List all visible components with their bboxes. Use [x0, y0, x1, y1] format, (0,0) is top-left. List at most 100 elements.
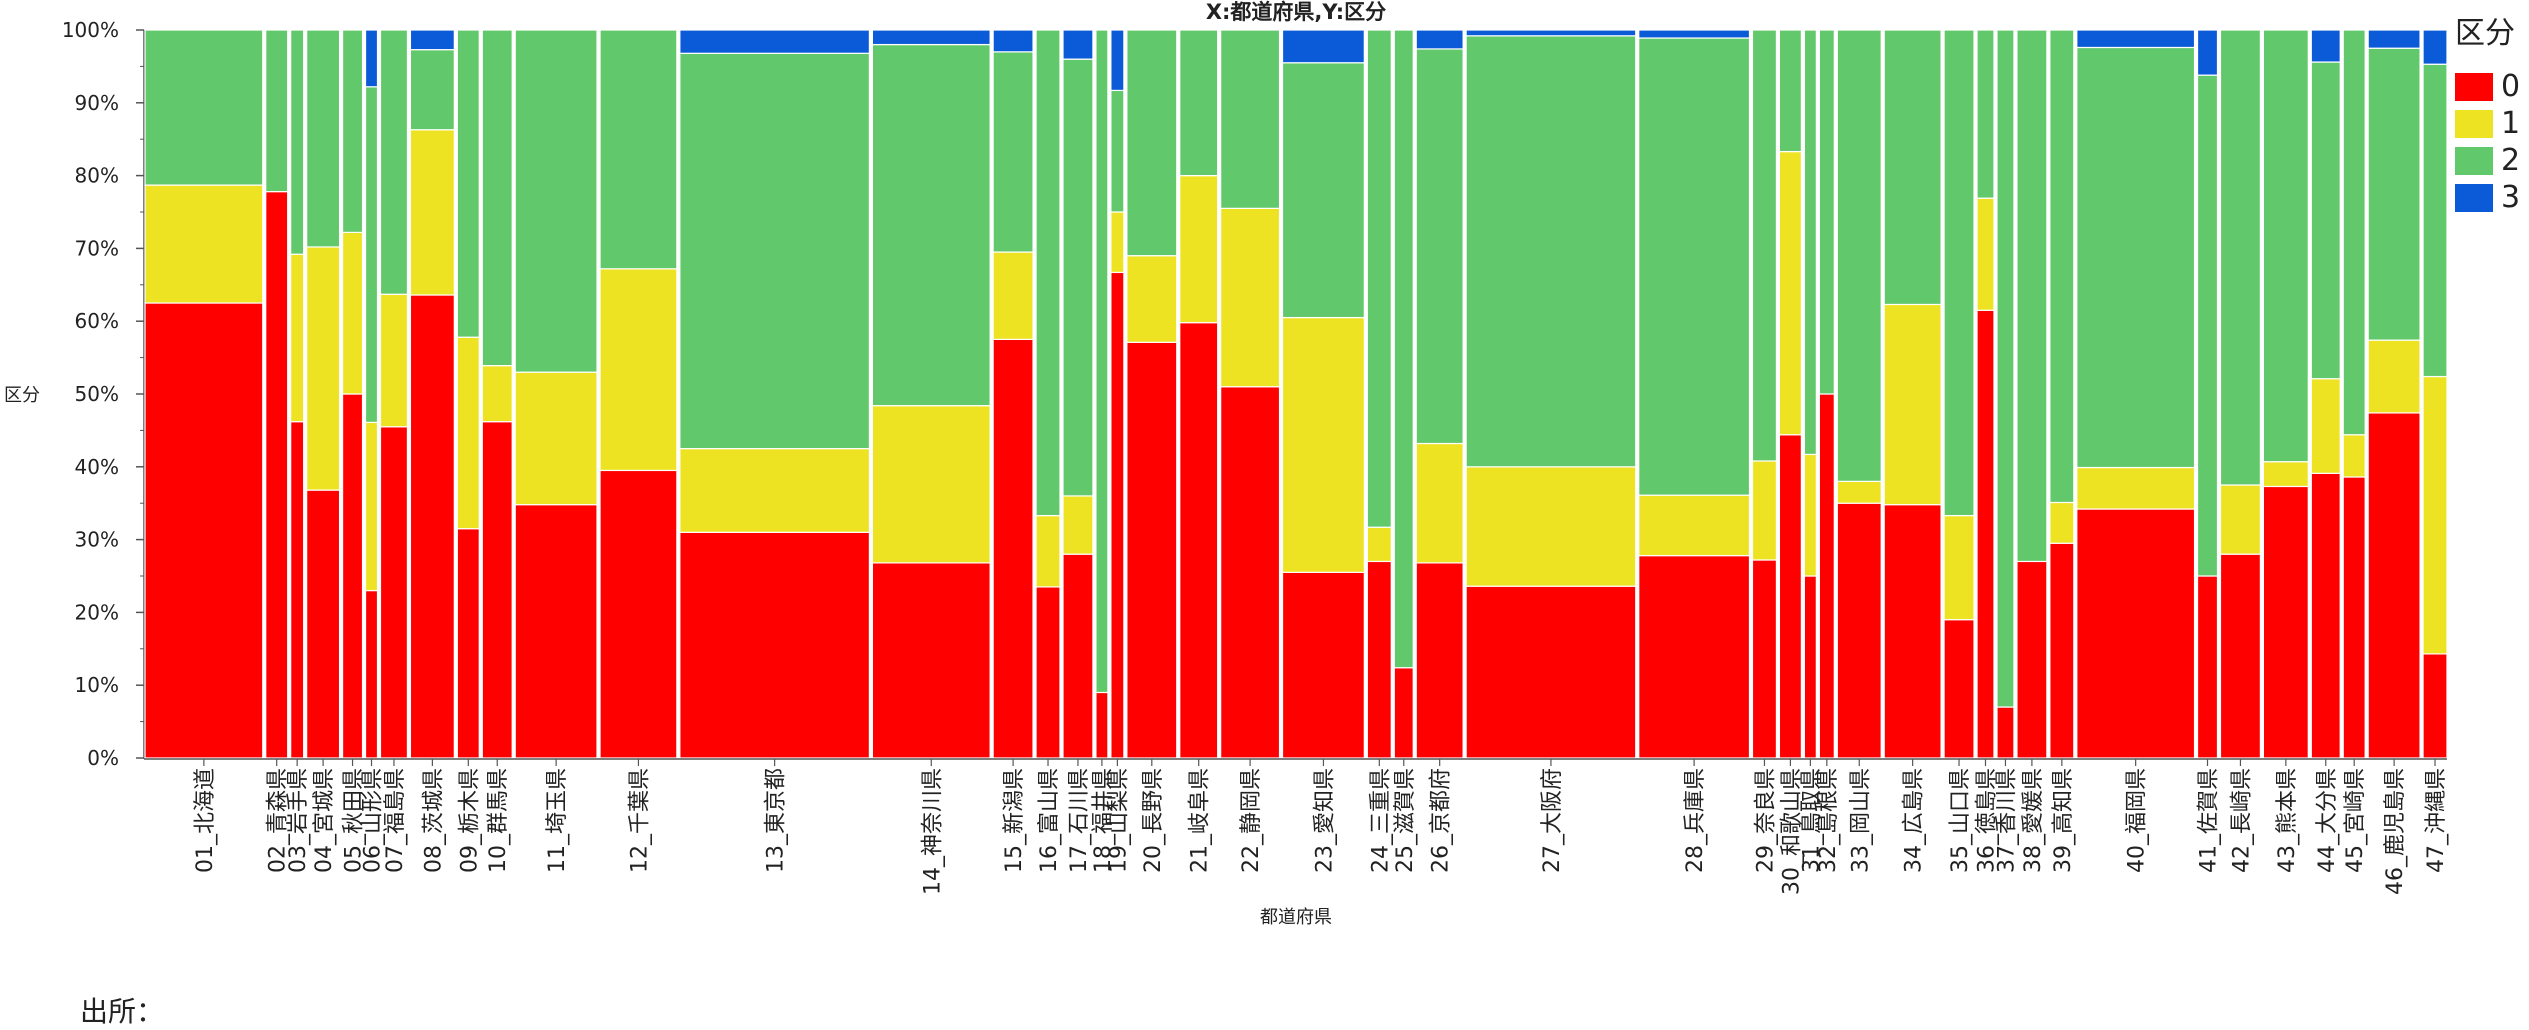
- bar-segment-03_岩手県-1: [290, 253, 305, 423]
- legend-item-0: 0: [2455, 68, 2525, 105]
- bar-segment-20_長野県-2: [1126, 29, 1178, 257]
- x-tick-label: 18_福井県: [1091, 768, 1116, 873]
- bar-segment-33_岡山県-1: [1836, 480, 1882, 504]
- bar-segment-38_愛媛県-0: [2016, 560, 2048, 759]
- x-tick-label: 22_静岡県: [1239, 768, 1264, 873]
- bar-segment-37_香川県-2: [1996, 29, 2015, 708]
- bar-segment-45_宮崎県-0: [2342, 476, 2366, 759]
- bar-segment-47_沖縄県-2: [2422, 63, 2448, 378]
- legend-swatch: [2455, 72, 2493, 101]
- x-tick-label: 26_京都府: [1429, 768, 1454, 873]
- bar-segment-04_宮城県-1: [306, 246, 341, 491]
- bar-segment-17_石川県-0: [1062, 553, 1094, 759]
- bar-segment-19_山梨県-0: [1110, 271, 1125, 759]
- bar-segment-46_鹿児島県-1: [2367, 339, 2421, 414]
- bar-segment-43_熊本県-0: [2262, 485, 2309, 759]
- bar-segment-41_佐賀県-2: [2196, 74, 2219, 577]
- chart-title: X:都道府県,Y:区分: [1206, 0, 1386, 24]
- legend-label: 0: [2501, 69, 2521, 104]
- bar-segment-24_三重県-2: [1366, 29, 1392, 528]
- bar-segment-46_鹿児島県-0: [2367, 412, 2421, 759]
- bar-segment-04_宮城県-0: [306, 489, 341, 759]
- bar-segment-03_岩手県-2: [290, 29, 305, 255]
- bar-segment-38_愛媛県-2: [2016, 29, 2048, 563]
- bar-segment-01_北海道-0: [144, 302, 264, 759]
- bar-segment-05_秋田県-0: [341, 393, 364, 759]
- x-tick-label: 46_鹿児島県: [2383, 768, 2408, 895]
- source-note: 出所：: [80, 995, 165, 1028]
- y-tick-label: 70%: [75, 236, 119, 260]
- bar-segment-35_山口県-0: [1943, 619, 1975, 759]
- legend-swatch: [2455, 183, 2493, 212]
- bar-segment-14_神奈川県-3: [871, 29, 991, 46]
- bar-segment-05_秋田県-2: [341, 29, 364, 233]
- y-tick-label: 100%: [62, 18, 119, 42]
- x-tick-label: 32_島根県: [1816, 768, 1841, 873]
- legend-item-2: 2: [2455, 142, 2525, 179]
- bar-segment-26_京都府-2: [1415, 48, 1464, 445]
- bar-segment-18_福井県-0: [1095, 691, 1109, 759]
- bar-segment-27_大阪府-0: [1465, 585, 1637, 759]
- x-tick-label: 38_愛媛県: [2021, 768, 2046, 873]
- bar-segment-31_鳥取県-1: [1803, 453, 1817, 577]
- bar-segment-36_徳島県-1: [1976, 197, 1995, 311]
- bar-segment-27_大阪府-2: [1465, 35, 1637, 468]
- x-tick-label: 41_佐賀県: [2197, 768, 2222, 873]
- bar-segment-28_兵庫県-1: [1638, 494, 1751, 557]
- bar-segment-06_山形県-3: [364, 29, 379, 88]
- bar-segment-39_高知県-0: [2049, 542, 2075, 759]
- bar-segment-16_富山県-2: [1035, 29, 1061, 517]
- bar-segment-12_千葉県-1: [599, 268, 678, 472]
- x-tick-label: 11_埼玉県: [545, 768, 570, 873]
- bar-segment-10_群馬県-0: [481, 421, 513, 759]
- legend-label: 1: [2501, 106, 2521, 141]
- x-tick-label: 14_神奈川県: [920, 768, 945, 895]
- x-tick-label: 29_奈良県: [1753, 768, 1778, 873]
- bar-segment-20_長野県-0: [1126, 341, 1178, 759]
- x-tick-label: 06_山形県: [361, 768, 386, 873]
- bar-segment-22_静岡県-1: [1220, 207, 1281, 388]
- bar-segment-09_栃木県-1: [456, 336, 480, 530]
- legend-label: 3: [2501, 180, 2521, 215]
- x-tick-label: 04_宮城県: [312, 768, 337, 873]
- bar-segment-29_奈良県-2: [1751, 29, 1778, 462]
- bar-segment-08_茨城県-0: [409, 294, 455, 759]
- bar-segment-03_岩手県-0: [290, 421, 305, 759]
- bar-segment-44_大分県-1: [2310, 378, 2341, 474]
- x-tick-label: 07_福島県: [383, 768, 408, 873]
- bar-segment-12_千葉県-2: [599, 29, 678, 270]
- bar-segment-19_山梨県-3: [1110, 29, 1125, 92]
- bar-segment-25_滋賀県-0: [1393, 667, 1414, 759]
- bar-segment-23_愛知県-2: [1281, 62, 1365, 319]
- bar-segment-10_群馬県-2: [481, 29, 513, 367]
- bar-segment-21_岐阜県-1: [1179, 175, 1219, 324]
- bar-segment-01_北海道-1: [144, 184, 264, 304]
- bar-segment-42_長崎県-1: [2219, 484, 2261, 555]
- bar-segment-44_大分県-2: [2310, 61, 2341, 380]
- bar-segment-17_石川県-3: [1062, 29, 1094, 60]
- y-tick-label: 90%: [75, 91, 119, 115]
- bar-segment-35_山口県-1: [1943, 514, 1975, 621]
- bar-segment-13_東京都-2: [679, 52, 871, 450]
- x-tick-label: 13_東京都: [764, 768, 789, 873]
- bar-segment-08_茨城県-2: [409, 49, 455, 131]
- bar-segment-40_福岡県-0: [2076, 508, 2196, 759]
- bar-segment-15_新潟県-3: [992, 29, 1034, 53]
- bar-segment-06_山形県-0: [364, 589, 379, 759]
- bar-segment-11_埼玉県-2: [514, 29, 598, 373]
- y-tick-label: 0%: [87, 746, 119, 770]
- bar-segment-40_福岡県-2: [2076, 46, 2196, 469]
- bar-segment-09_栃木県-2: [456, 29, 480, 338]
- bar-segment-14_神奈川県-0: [871, 562, 991, 759]
- x-tick-label: 40_福岡県: [2125, 768, 2150, 873]
- bar-segment-15_新潟県-0: [992, 338, 1034, 759]
- legend-swatch: [2455, 109, 2493, 138]
- bar-segment-34_広島県-2: [1883, 29, 1942, 306]
- bar-segment-33_岡山県-0: [1836, 502, 1882, 759]
- bar-segment-14_神奈川県-1: [871, 405, 991, 564]
- bar-segment-34_広島県-0: [1883, 504, 1942, 759]
- bar-segment-40_福岡県-3: [2076, 29, 2196, 49]
